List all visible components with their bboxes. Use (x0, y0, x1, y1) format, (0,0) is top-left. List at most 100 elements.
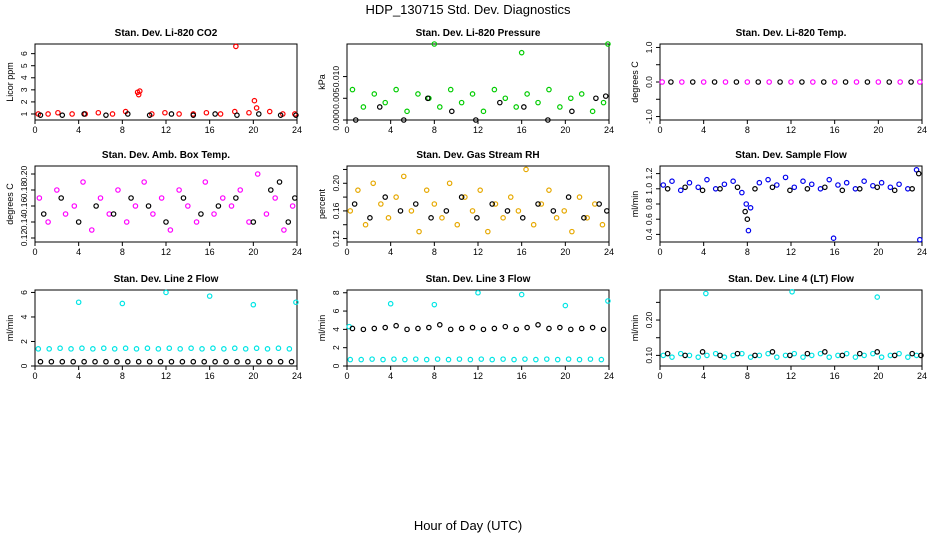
x-tick-label: 12 (473, 371, 483, 381)
data-point (524, 324, 530, 331)
data-point (202, 179, 209, 185)
x-tick-label: 12 (161, 125, 171, 135)
data-point (431, 201, 438, 207)
data-point (576, 194, 583, 200)
data-point (853, 79, 860, 85)
data-point (874, 349, 881, 355)
data-point (188, 345, 194, 352)
data-point (144, 345, 151, 352)
data-point (100, 345, 107, 352)
x-tick-label: 24 (292, 247, 302, 257)
data-point (497, 99, 503, 106)
data-point (54, 187, 60, 193)
data-point (167, 227, 174, 233)
data-point (456, 356, 463, 362)
data-point (791, 184, 798, 191)
data-point (518, 291, 525, 298)
x-tick-label: 8 (120, 247, 125, 257)
data-point (157, 358, 164, 365)
data-point (253, 345, 260, 352)
data-point (774, 354, 780, 360)
data-point (734, 184, 741, 191)
data-point (81, 358, 87, 365)
data-point (820, 79, 827, 85)
x-tick-label: 16 (205, 371, 215, 381)
data-point (745, 227, 752, 234)
panel-title: Stan. Dev. Li-820 CO2 (115, 28, 218, 39)
data-point (733, 79, 740, 85)
plot-frame (346, 43, 610, 121)
data-point (168, 111, 175, 117)
data-point (358, 356, 364, 363)
data-point (600, 326, 607, 333)
data-point (474, 215, 480, 221)
data-point (752, 352, 758, 359)
data-point (739, 189, 745, 196)
data-point (288, 358, 295, 365)
data-point (826, 176, 833, 183)
data-point (800, 178, 806, 185)
data-point (272, 195, 278, 201)
data-point (875, 79, 882, 85)
data-point (385, 215, 392, 221)
data-point (593, 95, 599, 102)
data-point (755, 79, 762, 85)
data-point (752, 186, 758, 192)
data-point (254, 171, 261, 177)
series-1 (660, 167, 923, 243)
data-point (292, 111, 298, 117)
x-tick-label: 4 (76, 125, 81, 135)
data-point (177, 346, 183, 352)
y-tick-label: 0.16 (331, 202, 341, 219)
series-1 (660, 288, 920, 360)
data-point (522, 356, 528, 362)
data-point (897, 79, 903, 85)
data-point (266, 358, 273, 365)
data-point (245, 358, 251, 365)
data-point (682, 184, 688, 191)
data-point (424, 95, 431, 102)
y-tick-label: 0.8 (644, 198, 654, 210)
data-point (431, 301, 438, 308)
series-2 (40, 179, 298, 225)
data-point (861, 178, 867, 185)
data-point (150, 211, 156, 217)
x-axis-title: Hour of Day (UTC) (413, 518, 523, 533)
data-point (535, 99, 541, 106)
x-tick-label: 12 (161, 247, 171, 257)
y-tick-label: 0.010 (331, 66, 341, 88)
data-point (744, 216, 751, 223)
data-point (686, 179, 693, 186)
x-tick-label: 0 (657, 247, 662, 257)
data-point (703, 290, 709, 297)
x-tick-label: 20 (248, 247, 258, 257)
data-point (447, 326, 454, 333)
data-point (596, 201, 602, 207)
data-point (742, 208, 748, 215)
data-point (722, 79, 729, 85)
data-point (660, 352, 667, 359)
data-point (349, 325, 356, 332)
data-point (234, 358, 240, 365)
data-point (756, 179, 763, 186)
data-point (446, 180, 453, 187)
chart-panel-3: Stan. Dev. Li-820 Temp. 0 4 8 12 16 20 24 -1.0 0.… (630, 28, 927, 135)
x-tick-label: 0 (344, 247, 349, 257)
data-point (210, 345, 216, 352)
y-axis-label: ml/min (630, 315, 640, 342)
data-point (436, 321, 443, 328)
data-point (179, 358, 186, 365)
data-point (743, 201, 750, 207)
y-tick-label: 2 (331, 345, 341, 350)
data-point (293, 112, 299, 118)
data-point (817, 350, 824, 357)
y-axis-label: degrees C (630, 61, 640, 103)
data-point (45, 219, 51, 225)
panel-title: Stan. Dev. Li-820 Pressure (416, 28, 541, 39)
x-tick-label: 12 (786, 247, 796, 257)
y-tick-label: 4 (19, 314, 29, 319)
y-tick-label: 0.20 (19, 165, 29, 182)
data-point (400, 117, 407, 123)
data-point (502, 95, 509, 102)
data-point (285, 219, 292, 225)
